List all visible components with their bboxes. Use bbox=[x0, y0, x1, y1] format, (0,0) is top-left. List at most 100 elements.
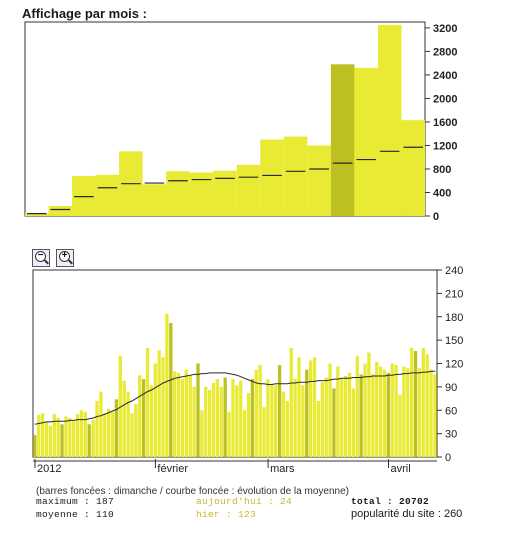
site-popularity: popularité du site : 260 bbox=[351, 508, 463, 520]
chart2-bar bbox=[371, 374, 375, 457]
daily-views-chart: 0 30 60 90 120 150 180 210 240 2012 février mars avr… bbox=[32, 265, 463, 475]
chart2-bar bbox=[390, 363, 394, 457]
chart2-bar bbox=[332, 388, 336, 457]
chart2-bar bbox=[262, 407, 266, 457]
chart2-bar bbox=[227, 411, 231, 457]
chart2-bar bbox=[320, 382, 324, 457]
chart2-bar bbox=[386, 372, 390, 457]
chart2-bar bbox=[83, 411, 87, 457]
chart2-bar bbox=[242, 410, 247, 457]
chart2-bar bbox=[200, 410, 204, 457]
chart2-bar bbox=[402, 366, 406, 457]
chart2-bar bbox=[305, 369, 309, 457]
chart2-bar bbox=[375, 361, 379, 457]
chart2-bar bbox=[68, 418, 72, 457]
chart2-bar bbox=[347, 372, 352, 457]
chart2-bar bbox=[173, 371, 177, 457]
chart2-ytick-label: 150 bbox=[445, 335, 463, 347]
chart2-ytick-label: 30 bbox=[445, 429, 457, 441]
chart2-bar bbox=[72, 421, 76, 457]
chart2-bar bbox=[363, 363, 367, 457]
stat-aujourdhui: aujourd'hui : 24 bbox=[196, 496, 293, 507]
chart2-bar bbox=[48, 425, 53, 457]
chart2-bar bbox=[394, 365, 398, 457]
chart1-bar bbox=[307, 145, 331, 216]
chart2-bar bbox=[145, 347, 150, 457]
chart2-bar bbox=[254, 369, 258, 457]
chart2-bar bbox=[324, 377, 328, 457]
zoom-out-icon: − bbox=[35, 251, 46, 262]
chart1-bar bbox=[25, 213, 49, 216]
chart2-bar bbox=[114, 399, 119, 457]
chart2-bar bbox=[316, 400, 321, 457]
zoom-in-icon: + bbox=[59, 251, 70, 262]
chart2-bar bbox=[52, 414, 56, 457]
chart2-bar bbox=[355, 355, 359, 457]
chart2-bar bbox=[258, 365, 262, 457]
chart2-bar bbox=[215, 379, 220, 457]
chart1-ytick-label: 1600 bbox=[433, 117, 457, 129]
chart2-bar bbox=[211, 382, 216, 457]
chart1-ytick-label: 2800 bbox=[433, 46, 457, 58]
chart2-bar bbox=[208, 389, 212, 457]
chart2-bar bbox=[235, 385, 239, 457]
chart2-bar bbox=[138, 375, 142, 457]
chart1-ytick-label: 2400 bbox=[433, 70, 457, 82]
chart2-bar bbox=[328, 363, 332, 457]
chart2-bar bbox=[180, 379, 185, 457]
chart2-bar bbox=[130, 413, 134, 457]
chart2-bar bbox=[40, 413, 45, 457]
stat-moyenne: moyenne : 110 bbox=[36, 509, 115, 520]
chart2-bar bbox=[87, 424, 91, 457]
chart2-bar bbox=[122, 380, 126, 457]
chart2-bar bbox=[270, 383, 274, 457]
chart2-bar bbox=[429, 369, 433, 457]
chart2-bar bbox=[118, 355, 122, 457]
chart2-bar bbox=[126, 391, 130, 457]
chart2-bar bbox=[312, 357, 317, 457]
chart2-xtick-label: 2012 bbox=[37, 463, 61, 475]
chart2-bar bbox=[274, 385, 278, 457]
zoom-out-button[interactable]: − bbox=[32, 249, 50, 267]
chart2-bar bbox=[301, 385, 305, 457]
chart2-bar bbox=[378, 366, 383, 457]
chart2-ytick-label: 60 bbox=[445, 405, 457, 417]
chart2-bar bbox=[250, 379, 255, 457]
chart2-bar bbox=[421, 347, 425, 457]
chart2-bar bbox=[95, 400, 99, 457]
chart2-ytick-label: 210 bbox=[445, 288, 463, 300]
chart1-ytick-label: 2000 bbox=[433, 93, 457, 105]
chart2-bar bbox=[410, 347, 414, 457]
chart2-bar bbox=[75, 414, 80, 457]
chart2-bar bbox=[37, 414, 41, 457]
chart2-bar bbox=[165, 313, 169, 457]
chart2-ytick-label: 240 bbox=[445, 265, 463, 277]
chart2-bar bbox=[157, 350, 161, 457]
chart2-bar bbox=[99, 391, 103, 457]
chart2-bar bbox=[153, 363, 157, 457]
chart1-bar bbox=[354, 67, 378, 216]
chart2-bar bbox=[417, 368, 422, 457]
chart2-ytick-label: 180 bbox=[445, 312, 463, 324]
chart-legend: (barres foncées : dimanche / courbe fonc… bbox=[36, 486, 349, 497]
chart2-bar bbox=[161, 357, 165, 457]
chart2-bar bbox=[184, 369, 188, 457]
chart2-bar bbox=[336, 366, 340, 457]
chart2-bar bbox=[297, 357, 301, 457]
stat-maximum: maximum : 187 bbox=[36, 496, 115, 507]
chart2-bar bbox=[107, 408, 111, 457]
chart2-bar bbox=[367, 352, 371, 457]
chart2-ytick-label: 90 bbox=[445, 382, 457, 394]
chart1-bar bbox=[401, 120, 425, 216]
chart2-bar bbox=[413, 351, 418, 457]
chart2-bar bbox=[425, 354, 429, 457]
chart2-bar bbox=[343, 375, 348, 457]
chart2-bar bbox=[60, 424, 64, 457]
chart2-bar bbox=[204, 386, 208, 457]
chart1-bar bbox=[330, 64, 355, 216]
chart2-bar bbox=[406, 368, 410, 457]
zoom-in-button[interactable]: + bbox=[56, 249, 74, 267]
chart1-ytick-label: 0 bbox=[433, 211, 439, 223]
chart2-bar bbox=[91, 419, 95, 457]
chart1-ytick-label: 1200 bbox=[433, 140, 457, 152]
